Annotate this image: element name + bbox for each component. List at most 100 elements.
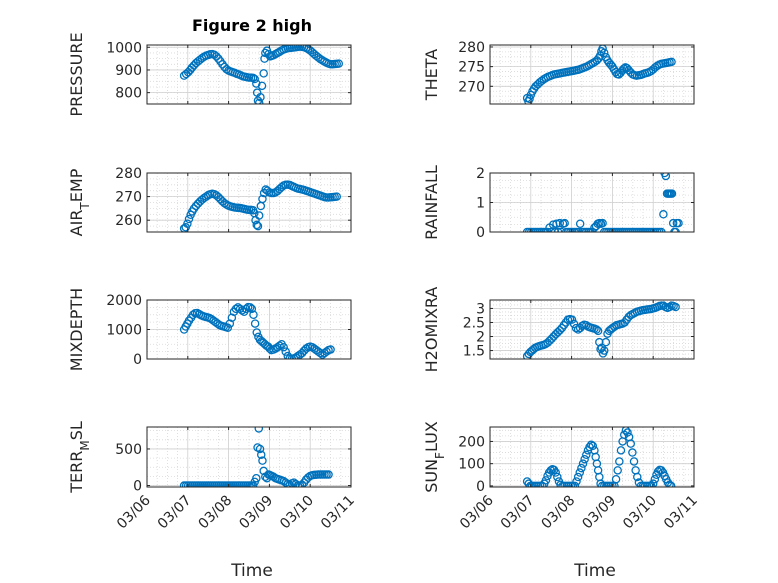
data-point bbox=[556, 480, 565, 487]
data-point bbox=[252, 473, 261, 483]
data-point bbox=[252, 328, 262, 337]
axes-box bbox=[489, 299, 695, 360]
data-markers bbox=[179, 180, 341, 232]
data-point bbox=[596, 344, 605, 354]
data-point bbox=[183, 219, 192, 228]
data-point bbox=[285, 45, 295, 53]
data-point bbox=[281, 478, 290, 487]
data-point bbox=[279, 342, 288, 352]
data-point bbox=[628, 448, 637, 457]
data-point bbox=[258, 456, 267, 465]
data-point bbox=[253, 221, 263, 231]
axes-box bbox=[146, 426, 352, 488]
data-point bbox=[659, 301, 668, 310]
y-tick-label: 0 bbox=[476, 479, 485, 495]
data-point bbox=[541, 476, 551, 485]
y-axis-label: TERRMSL bbox=[67, 421, 92, 494]
y-tick-label: 3 bbox=[476, 301, 485, 317]
data-point bbox=[621, 427, 631, 435]
subplot-air-temp: 260 270 280 AIRTEMP bbox=[67, 166, 352, 236]
data-point bbox=[577, 463, 586, 473]
data-point bbox=[249, 310, 258, 319]
y-tick-label: 2 bbox=[476, 166, 485, 182]
data-point bbox=[332, 192, 341, 201]
data-point bbox=[188, 310, 198, 319]
data-point bbox=[660, 173, 669, 178]
data-point bbox=[285, 354, 295, 359]
y-tick-label: 1.5 bbox=[463, 344, 485, 360]
data-point bbox=[291, 479, 301, 487]
data-point bbox=[573, 472, 583, 482]
data-point bbox=[241, 304, 251, 314]
data-point bbox=[334, 59, 344, 68]
x-axis-label-right: Time bbox=[573, 561, 616, 581]
axes-box bbox=[146, 44, 352, 105]
subplot-rainfall: 0 1 2 RAINFALL bbox=[422, 165, 695, 241]
y-tick-label: 0 bbox=[133, 352, 142, 368]
data-point bbox=[552, 219, 561, 228]
data-point bbox=[674, 218, 683, 228]
data-point bbox=[666, 481, 676, 487]
data-point bbox=[572, 477, 581, 486]
data-point bbox=[256, 450, 266, 460]
data-point bbox=[599, 346, 609, 355]
data-point bbox=[575, 468, 585, 477]
data-point bbox=[592, 325, 601, 334]
data-point bbox=[189, 204, 199, 213]
data-point bbox=[633, 472, 642, 482]
data-point bbox=[650, 474, 660, 484]
data-point bbox=[326, 345, 335, 354]
data-point bbox=[525, 94, 534, 104]
data-point bbox=[629, 457, 639, 466]
data-point bbox=[667, 189, 677, 198]
data-markers bbox=[179, 45, 344, 104]
data-point bbox=[646, 481, 656, 487]
data-markers bbox=[522, 45, 676, 104]
data-point bbox=[258, 194, 267, 204]
data-point bbox=[324, 470, 333, 479]
data-point bbox=[611, 474, 621, 484]
y-tick-label: 2000 bbox=[106, 293, 142, 309]
data-point bbox=[648, 479, 658, 487]
data-markers bbox=[179, 302, 335, 359]
data-point bbox=[281, 347, 290, 356]
y-tick-label: 2.5 bbox=[463, 315, 485, 331]
axes-box bbox=[146, 172, 352, 233]
y-axis-label: SUNFLUX bbox=[422, 421, 447, 493]
data-point bbox=[524, 479, 534, 487]
data-point bbox=[231, 304, 241, 314]
data-point bbox=[598, 45, 607, 53]
data-point bbox=[553, 472, 562, 482]
data-point bbox=[265, 344, 275, 353]
data-point bbox=[283, 45, 293, 53]
subplot-theta: 270 275 280 THETA bbox=[422, 40, 695, 105]
data-point bbox=[567, 315, 577, 324]
data-point bbox=[254, 427, 264, 433]
x-axis-label-left: Time bbox=[230, 561, 273, 581]
data-markers bbox=[522, 427, 676, 487]
data-point bbox=[256, 92, 265, 102]
figure-title: Figure 2 high bbox=[192, 16, 312, 35]
data-point bbox=[551, 468, 560, 477]
data-point bbox=[252, 79, 261, 88]
data-point bbox=[668, 218, 678, 228]
y-axis-label: PRESSURE bbox=[67, 32, 86, 116]
data-point bbox=[580, 454, 589, 464]
y-tick-label: 0 bbox=[133, 479, 142, 495]
data-point bbox=[255, 444, 265, 454]
subplot-pressure: 800 900 1000 PRESSURE bbox=[67, 32, 352, 117]
axes-box bbox=[489, 44, 695, 105]
y-axis-label: H2OMIXRA bbox=[422, 287, 441, 373]
data-point bbox=[619, 64, 629, 73]
data-point bbox=[301, 344, 311, 353]
y-axis-label: AIRTEMP bbox=[67, 168, 92, 236]
y-axis-label: MIXDEPTH bbox=[67, 288, 86, 371]
data-point bbox=[671, 302, 680, 312]
y-tick-label: 280 bbox=[458, 40, 485, 56]
data-point bbox=[601, 337, 611, 347]
data-point bbox=[297, 480, 307, 487]
data-point bbox=[293, 45, 303, 52]
data-point bbox=[316, 348, 325, 358]
plot-area bbox=[490, 45, 694, 104]
